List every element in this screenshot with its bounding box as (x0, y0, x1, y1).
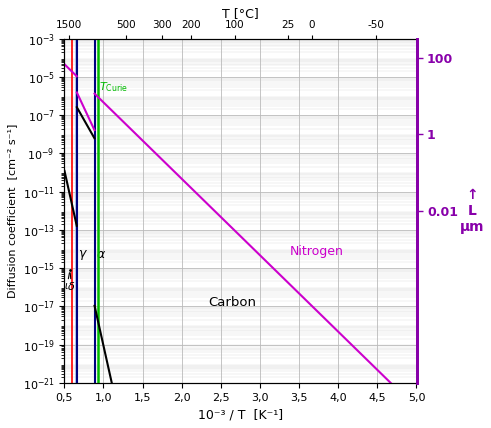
Text: $\gamma$: $\gamma$ (78, 248, 88, 262)
Text: Carbon: Carbon (209, 296, 257, 309)
Text: $\alpha$: $\alpha$ (96, 248, 106, 261)
Y-axis label: Diffusion coefficient  [cm⁻² s⁻¹]: Diffusion coefficient [cm⁻² s⁻¹] (7, 124, 17, 298)
Bar (75, 39, 77, 383)
Text: $T_{\mathrm{Curie}}$: $T_{\mathrm{Curie}}$ (99, 80, 128, 94)
X-axis label: 10⁻³ / T  [K⁻¹]: 10⁻³ / T [K⁻¹] (198, 408, 283, 421)
X-axis label: T [°C]: T [°C] (222, 7, 259, 20)
Y-axis label: ↑
L
µm: ↑ L µm (460, 187, 484, 234)
Text: Nitrogen: Nitrogen (290, 245, 344, 258)
Text: $\delta$: $\delta$ (67, 280, 76, 292)
Text: $\iota$: $\iota$ (64, 281, 69, 291)
